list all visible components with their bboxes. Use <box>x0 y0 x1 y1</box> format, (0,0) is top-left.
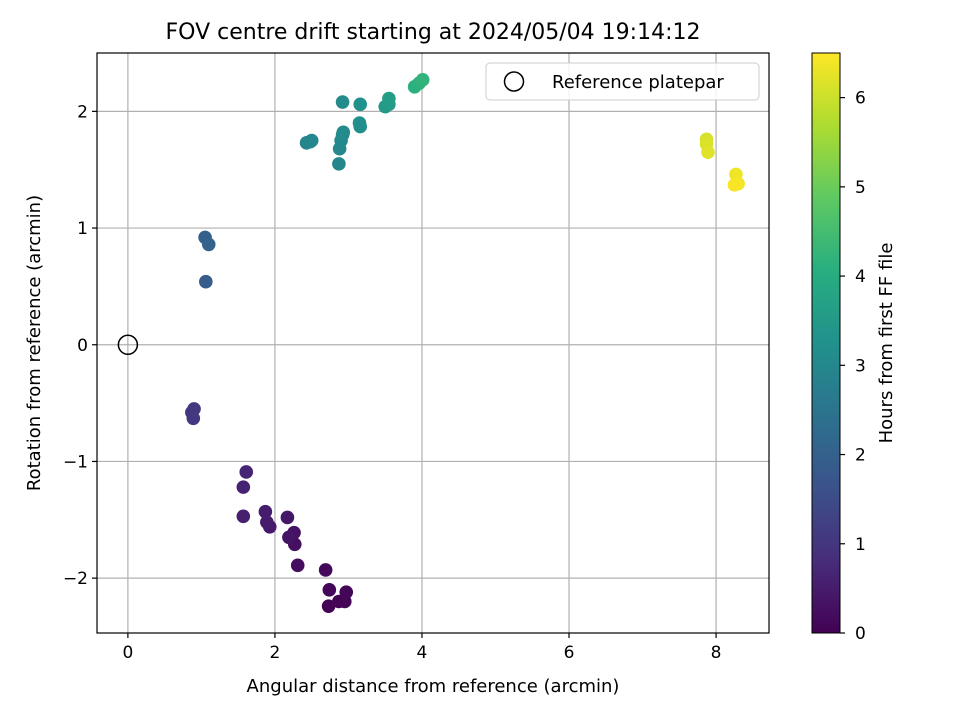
data-point <box>332 157 346 171</box>
colorbar-tick-label: 2 <box>855 446 866 466</box>
reference-platepar-marker <box>117 334 139 356</box>
data-point <box>335 95 350 109</box>
data-point <box>727 178 742 192</box>
colorbar-tick-label: 4 <box>855 267 866 287</box>
x-axis: 0 2 4 6 8 <box>122 633 721 663</box>
colorbar-gradient <box>811 52 841 634</box>
legend: Reference platepar <box>485 62 760 101</box>
data-point <box>236 509 251 524</box>
data-point <box>282 530 296 545</box>
data-point <box>322 583 337 597</box>
x-tick-label: 4 <box>417 643 428 663</box>
data-point <box>382 91 396 106</box>
data-point <box>201 237 216 252</box>
colorbar-label: Hours from first FF file <box>876 243 897 444</box>
y-tick-label: 1 <box>77 219 88 239</box>
x-tick-label: 8 <box>711 643 722 663</box>
x-tick-label: 6 <box>564 643 575 663</box>
data-points <box>117 73 745 613</box>
data-point <box>290 558 305 573</box>
plot-frame <box>96 52 770 634</box>
data-point <box>701 145 715 159</box>
data-point <box>353 97 368 112</box>
colorbar-tick-label: 6 <box>855 89 866 109</box>
data-point <box>321 599 336 613</box>
x-tick-label: 2 <box>270 643 281 663</box>
data-point <box>352 116 367 130</box>
y-tick-label: −1 <box>63 452 88 472</box>
data-point <box>304 133 319 148</box>
legend-reference-marker <box>503 71 525 92</box>
data-point <box>260 515 274 529</box>
colorbar: 0 1 2 3 4 5 6 Hours from first FF file <box>811 52 897 644</box>
y-axis-label: Rotation from reference (arcmin) <box>24 195 45 491</box>
y-tick-label: −2 <box>63 569 88 589</box>
data-point <box>236 480 251 494</box>
data-point <box>199 274 213 289</box>
colorbar-ticks: 0 1 2 3 4 5 6 <box>840 89 866 644</box>
data-point <box>280 510 295 525</box>
data-point <box>239 465 254 479</box>
colorbar-tick-label: 5 <box>855 178 866 198</box>
data-point <box>318 563 333 577</box>
x-tick-label: 0 <box>122 643 133 663</box>
y-tick-label: 2 <box>77 102 88 122</box>
legend-reference-label: Reference platepar <box>552 72 724 93</box>
grid <box>97 53 769 633</box>
x-axis-label: Angular distance from reference (arcmin) <box>247 676 620 697</box>
colorbar-tick-label: 0 <box>855 624 866 644</box>
data-point <box>186 411 201 426</box>
chart-title: FOV centre drift starting at 2024/05/04 … <box>166 20 701 45</box>
data-point <box>339 585 354 599</box>
data-point <box>415 73 430 87</box>
colorbar-tick-label: 3 <box>855 356 866 376</box>
legend-box <box>485 62 760 101</box>
y-axis: −2 −1 0 1 2 <box>63 102 97 589</box>
colorbar-tick-label: 1 <box>855 535 866 555</box>
data-point <box>258 504 273 519</box>
y-tick-label: 0 <box>77 336 88 356</box>
data-point <box>336 125 351 140</box>
